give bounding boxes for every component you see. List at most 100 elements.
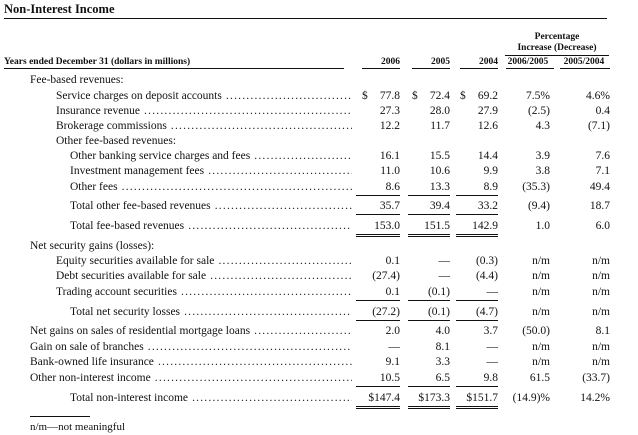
header-rule-label: [4, 68, 344, 69]
header-rule-2005: [412, 68, 450, 69]
row-label-text: Service charges on deposit accounts: [56, 90, 222, 102]
dot-leader: ........................................…: [181, 286, 352, 298]
row-label: Debt securities available for sale .....…: [56, 269, 352, 284]
row-label-text: Brokerage commissions: [56, 120, 167, 132]
row-label-text: Gain on sale of branches: [30, 341, 144, 353]
value-pct-2006-2005: n/m: [532, 341, 550, 353]
row-label-text: Investment management fees: [70, 165, 205, 177]
value-pct-2006-2005: 7.5%: [526, 90, 550, 102]
value-2005: 3.3: [435, 356, 450, 368]
dot-leader: ........................................…: [208, 165, 352, 177]
table-row: Other banking service charges and fees .…: [0, 149, 638, 164]
row-label-text: Bank-owned life insurance: [30, 356, 154, 368]
row-label: Bank-owned life insurance ..............…: [30, 355, 352, 370]
value-2006: 11.0: [380, 165, 400, 177]
value-2005: 151.5: [408, 219, 450, 237]
footnote: n/m—not meaningful: [30, 421, 126, 433]
value-pct-2006-2005: (2.5): [527, 105, 550, 117]
row-label: Other banking service charges and fees .…: [70, 149, 352, 164]
value-2004: 69.2: [477, 90, 498, 102]
row-label-text: Other fees: [70, 181, 118, 193]
value-pct-2005-2004: (7.1): [587, 120, 610, 132]
value-pct-2005-2004: 4.6%: [586, 90, 610, 102]
value-pct-2006-2005: 61.5: [529, 372, 550, 384]
row-label: Total other fee-based revenues .........…: [70, 199, 352, 214]
value-2004: 9.8: [456, 371, 498, 387]
table-row: Brokerage commissions ..................…: [0, 119, 638, 134]
row-label: Total fee-based revenues ...............…: [70, 219, 352, 234]
value-2006: 2.0: [385, 325, 400, 337]
row-label-text: Total non-interest income: [70, 392, 188, 404]
value-2006: 0.1: [356, 285, 400, 301]
dollar-sign: $: [362, 90, 368, 102]
value-2004: —: [486, 356, 499, 368]
value-pct-2005-2004: n/m: [592, 356, 610, 368]
footnote-rule: [30, 416, 90, 417]
table-row: Insurance revenue ......................…: [0, 104, 638, 119]
row-label: Other fees .............................…: [70, 180, 352, 195]
row-label-text: Net security gains (losses):: [30, 240, 155, 252]
dot-leader: ........................................…: [214, 200, 352, 212]
value-2005: 15.5: [429, 150, 450, 162]
dot-leader: ........................................…: [184, 306, 352, 318]
value-2005: 28.0: [429, 105, 450, 117]
row-label: Net security gains (losses):: [30, 239, 352, 254]
header-rule-2004: [460, 68, 498, 69]
value-2006: 12.2: [379, 120, 400, 132]
row-label: Trading account securities .............…: [56, 285, 352, 300]
value-2006: (27.4): [372, 270, 400, 282]
dollar-sign: $: [412, 90, 418, 102]
table-row: Trading account securities .............…: [0, 285, 638, 301]
dot-leader: ........................................…: [157, 356, 352, 368]
row-label-text: Total other fee-based revenues: [70, 200, 211, 212]
value-2004: (0.3): [475, 255, 498, 267]
value-pct-2006-2005: n/m: [532, 286, 550, 298]
row-label-text: Net gains on sales of residential mortga…: [30, 325, 251, 337]
row-label-text: Other non-interest income: [30, 372, 151, 384]
row-label-text: Other fee-based revenues:: [56, 135, 177, 147]
value-pct-2006-2005: 3.8: [535, 165, 550, 177]
value-2005: (0.1): [408, 285, 450, 301]
value-pct-2005-2004: n/m: [592, 270, 610, 282]
value-2004: (4.7): [456, 305, 498, 321]
table-row: Total other fee-based revenues .........…: [0, 199, 638, 215]
row-label: Equity securities available for sale ...…: [56, 254, 352, 269]
column-header-row: Years ended December 31 (dollars in mill…: [0, 55, 638, 70]
value-pct-2006-2005: 1.0: [535, 220, 550, 232]
row-label: Gain on sale of branches ...............…: [30, 340, 352, 355]
value-pct-2006-2005: (35.3): [522, 181, 550, 193]
header-pct2: 2005/2004: [563, 57, 605, 67]
value-2004: 12.6: [477, 120, 498, 132]
table-row: Net gains on sales of residential mortga…: [0, 324, 638, 339]
row-label-text: Debt securities available for sale: [56, 270, 207, 282]
percentage-header: Percentage Increase (Decrease): [505, 32, 609, 56]
row-label-text: Other banking service charges and fees: [70, 150, 251, 162]
row-label: Other fee-based revenues:: [56, 134, 352, 149]
table-row: Other non-interest income ..............…: [0, 371, 638, 387]
row-label: Total net security losses ..............…: [70, 305, 352, 320]
value-2004: 3.7: [483, 325, 498, 337]
header-rule-pct1: [506, 68, 554, 69]
dot-leader: ........................................…: [121, 181, 352, 193]
value-2006: $147.4: [356, 391, 400, 409]
header-pct1: 2006/2005: [507, 57, 549, 67]
table-row: Investment management fees .............…: [0, 164, 638, 179]
page-title: Non-Interest Income: [4, 2, 607, 19]
value-2006: —: [388, 341, 401, 353]
value-pct-2005-2004: 6.0: [595, 220, 610, 232]
value-pct-2006-2005: (50.0): [522, 325, 550, 337]
value-2004: 8.9: [456, 180, 498, 196]
value-2006: (27.2): [356, 305, 400, 321]
table-row: Other fee-based revenues:: [0, 134, 638, 149]
value-2006: 0.1: [385, 255, 400, 267]
table-row: Total net security losses ..............…: [0, 305, 638, 321]
value-2004: 9.9: [483, 165, 498, 177]
value-pct-2005-2004: n/m: [592, 306, 610, 318]
value-pct-2005-2004: n/m: [592, 341, 610, 353]
value-pct-2005-2004: 7.6: [595, 150, 610, 162]
row-label: Brokerage commissions ..................…: [56, 119, 352, 134]
row-label-text: Trading account securities: [56, 286, 177, 298]
table-row: Gain on sale of branches ...............…: [0, 340, 638, 355]
header-2004: 2004: [479, 57, 498, 67]
header-2006: 2006: [381, 57, 400, 67]
